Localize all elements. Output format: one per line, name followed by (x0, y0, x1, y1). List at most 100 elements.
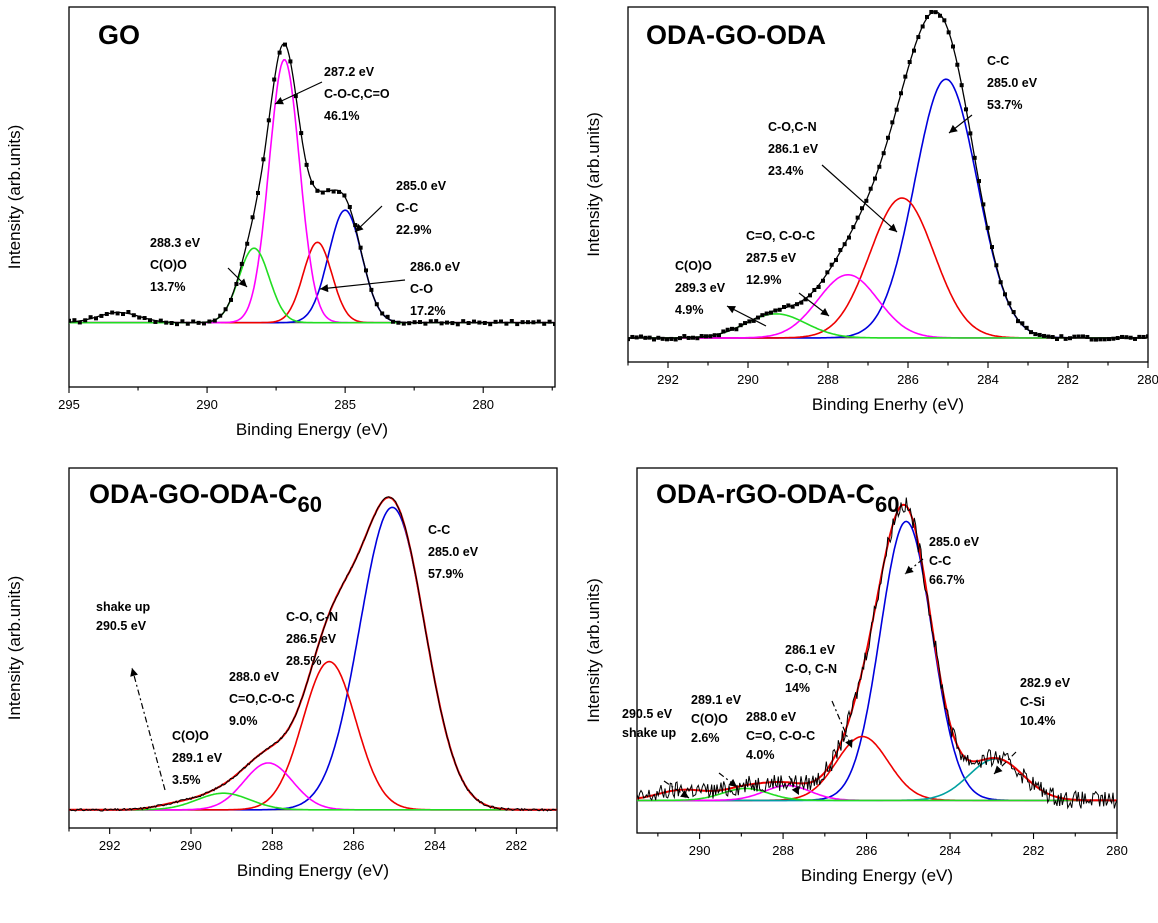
annotation-line: 289.1 eV (172, 751, 223, 765)
chart-oda-go-oda: 292 290 288 286 284 282 280 Binding Enerhy (eV)… (584, 6, 1158, 414)
data-point (245, 241, 250, 246)
data-point (315, 188, 320, 193)
data-point (234, 281, 239, 286)
data-point (968, 131, 973, 136)
data-point (1102, 337, 1107, 342)
annotation-line: C=O,C-O-C (229, 692, 295, 706)
data-point (660, 336, 665, 341)
data-point (760, 313, 765, 318)
x-tick-label: 280 (1106, 843, 1128, 858)
data-point (734, 327, 739, 332)
annotation-line: C-O-C,C=O (324, 87, 390, 101)
data-point (99, 313, 104, 318)
data-point (1068, 336, 1072, 341)
annotation-arrow (993, 751, 1017, 775)
data-point (868, 186, 873, 191)
data-point (131, 313, 136, 318)
peak-annotation: 286.0 eV C-O 17.2% (410, 260, 461, 318)
data-point (320, 190, 325, 195)
x-tick-label: 288 (261, 838, 283, 853)
peak-c-c (637, 520, 1117, 802)
data-point (153, 319, 158, 324)
data-point (391, 319, 395, 324)
data-point (385, 314, 390, 319)
annotation-line: C-O, C-N (785, 662, 837, 676)
plot-area (69, 496, 557, 812)
data-point (977, 179, 981, 184)
data-point (358, 245, 363, 250)
annotation-arrow (319, 279, 406, 290)
data-point (69, 318, 71, 323)
peak-annotation: 285.0 eV C-C 66.7% (929, 535, 980, 587)
x-tick-label: 290 (196, 397, 218, 412)
data-point (630, 334, 635, 339)
annotation-line: 23.4% (768, 164, 803, 178)
data-point (1098, 337, 1103, 342)
annotation-line: 22.9% (396, 223, 431, 237)
data-point (639, 334, 643, 339)
annotation-line: 282.9 eV (1020, 676, 1071, 690)
fit-envelope (637, 503, 1117, 802)
annotation-line: 286.1 eV (785, 643, 836, 657)
data-point (712, 333, 717, 338)
data-point (412, 320, 417, 325)
data-point (353, 223, 358, 228)
data-point (191, 319, 196, 324)
x-tick-label: 288 (817, 372, 839, 387)
data-point (1133, 336, 1137, 341)
annotation-arrow (131, 667, 166, 791)
plot-frame (68, 6, 556, 388)
data-point (938, 13, 942, 18)
data-point (407, 321, 412, 326)
data-point (180, 319, 185, 324)
x-tick-label: 290 (180, 838, 202, 853)
x-tick-label: 286 (343, 838, 365, 853)
data-point (121, 312, 125, 317)
data-point (482, 320, 487, 325)
panel-oda-go-oda-c60: 292 290 288 286 284 282 Binding Energy (eV) Int… (0, 461, 579, 923)
data-point (488, 322, 493, 327)
data-point (925, 14, 929, 19)
data-point (423, 321, 428, 326)
data-point (972, 155, 977, 160)
data-point (83, 318, 88, 323)
data-point (504, 321, 509, 326)
data-point (380, 311, 385, 316)
data-point (1124, 335, 1129, 340)
x-tick-label: 282 (1057, 372, 1079, 387)
data-point (959, 83, 964, 88)
annotation-line: 287.2 eV (324, 65, 375, 79)
data-point (907, 60, 912, 65)
data-point (1024, 325, 1029, 330)
peak-annotation: 288.3 eV C(O)O 13.7% (150, 236, 201, 294)
y-axis-title: Intensity (arb.units) (584, 112, 603, 257)
data-point (104, 312, 109, 317)
data-point (288, 59, 293, 64)
x-axis-title: Binding Energy (eV) (237, 861, 389, 880)
x-tick-label: 292 (657, 372, 679, 387)
data-point (985, 225, 990, 230)
data-point (148, 318, 152, 323)
data-point (553, 322, 555, 327)
data-point (256, 190, 260, 195)
chart-oda-rgo-oda-c60: 290 288 286 284 282 280 Binding Energy (eV) Int… (584, 467, 1128, 885)
data-point (894, 107, 899, 112)
data-point (196, 320, 201, 325)
data-point (829, 262, 834, 267)
data-point (929, 9, 934, 14)
peak-annotation: C(O)O 289.1 eV 3.5% (172, 729, 223, 787)
data-point (704, 334, 708, 339)
annotation-line: 289.1 eV (691, 693, 742, 707)
annotation-line: shake up (622, 726, 677, 740)
panel-title: ODA-rGO-ODA-C60 (656, 479, 899, 517)
data-point (364, 268, 368, 273)
data-point (834, 258, 838, 263)
data-point (903, 74, 908, 79)
annotation-arrow (821, 164, 898, 233)
data-point (933, 10, 938, 15)
annotation-line: 285.0 eV (987, 76, 1038, 90)
annotation-line: 46.1% (324, 109, 359, 123)
annotation-line: 290.5 eV (622, 707, 673, 721)
data-point (326, 188, 331, 193)
peak-annotation: C-O, C-N 286.5 eV 28.5% (286, 610, 338, 668)
